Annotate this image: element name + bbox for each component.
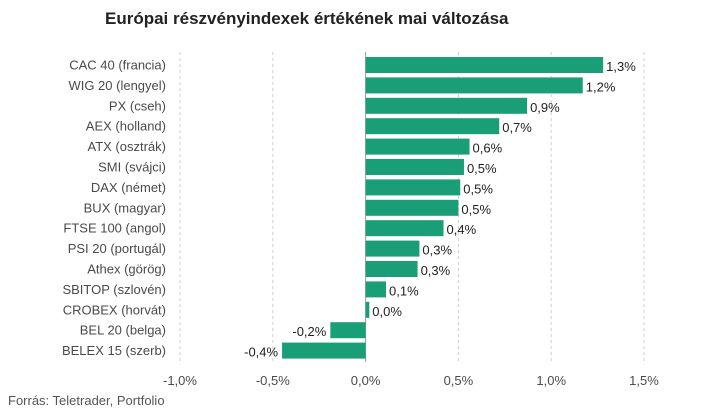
value-label: 1,3% — [606, 59, 636, 74]
category-label: CAC 40 (francia) — [69, 58, 166, 73]
source-note: Forrás: Teletrader, Portfolio — [8, 393, 165, 408]
bar — [365, 301, 370, 318]
x-tick-label: -0,5% — [256, 373, 290, 388]
category-label: PSI 20 (portugál) — [68, 241, 166, 256]
category-label: BEL 20 (belga) — [80, 323, 166, 338]
category-label: Athex (görög) — [87, 262, 166, 277]
category-label: PX (cseh) — [109, 98, 166, 113]
x-axis-ticks: -1,0% -0,5% 0,0% 0,5% 1,0% 1,5% — [163, 373, 659, 388]
value-label: 0,5% — [461, 202, 491, 217]
chart-title: Európai részvényindexek értékének mai vá… — [105, 9, 509, 28]
category-label: SBITOP (szlovén) — [62, 282, 166, 297]
x-tick-label: -1,0% — [163, 373, 197, 388]
bars — [282, 57, 604, 359]
category-label: CROBEX (horvát) — [63, 302, 166, 317]
bar — [282, 342, 366, 359]
bar — [365, 261, 418, 277]
x-tick-label: 1,0% — [536, 373, 566, 388]
bar — [365, 281, 387, 298]
bar — [365, 179, 461, 196]
category-label: BELEX 15 (szerb) — [62, 343, 166, 358]
value-label: 1,2% — [586, 79, 616, 94]
bar — [365, 220, 444, 237]
bar — [365, 118, 500, 135]
value-label: -0,2% — [292, 324, 326, 339]
bar — [365, 57, 604, 73]
value-label: -0,4% — [244, 345, 278, 360]
x-tick-label: 0,0% — [351, 373, 381, 388]
value-labels: 1,3% 1,2% 0,9% 0,7% 0,6% 0,5% 0,5% 0,5% 0,4% 0,3%… — [244, 59, 636, 360]
category-label: AEX (holland) — [86, 119, 166, 134]
value-label: 0,6% — [473, 141, 503, 156]
bar — [365, 159, 464, 175]
x-tick-label: 1,5% — [629, 373, 659, 388]
bar — [365, 97, 528, 114]
category-label: BUX (magyar) — [84, 200, 166, 215]
bar — [365, 240, 420, 257]
bar — [365, 77, 583, 94]
value-label: 0,4% — [447, 222, 477, 237]
value-label: 0,7% — [502, 120, 532, 135]
bar — [365, 138, 470, 155]
category-label: FTSE 100 (angol) — [63, 221, 166, 236]
x-tick-label: 0,5% — [444, 373, 474, 388]
category-label: SMI (svájci) — [98, 160, 166, 175]
value-label: 0,0% — [372, 304, 402, 319]
value-label: 0,3% — [422, 243, 452, 258]
category-labels: CAC 40 (francia) WIG 20 (lengyel) PX (cseh… — [62, 58, 166, 359]
bar — [330, 322, 366, 339]
category-label: DAX (német) — [91, 180, 166, 195]
bar — [365, 199, 459, 216]
category-label: ATX (osztrák) — [88, 139, 167, 154]
category-label: WIG 20 (lengyel) — [68, 78, 166, 93]
value-label: 0,3% — [421, 263, 451, 278]
value-label: 0,5% — [463, 181, 493, 196]
value-label: 0,1% — [389, 283, 419, 298]
value-label: 0,9% — [530, 100, 560, 115]
value-label: 0,5% — [467, 161, 497, 176]
